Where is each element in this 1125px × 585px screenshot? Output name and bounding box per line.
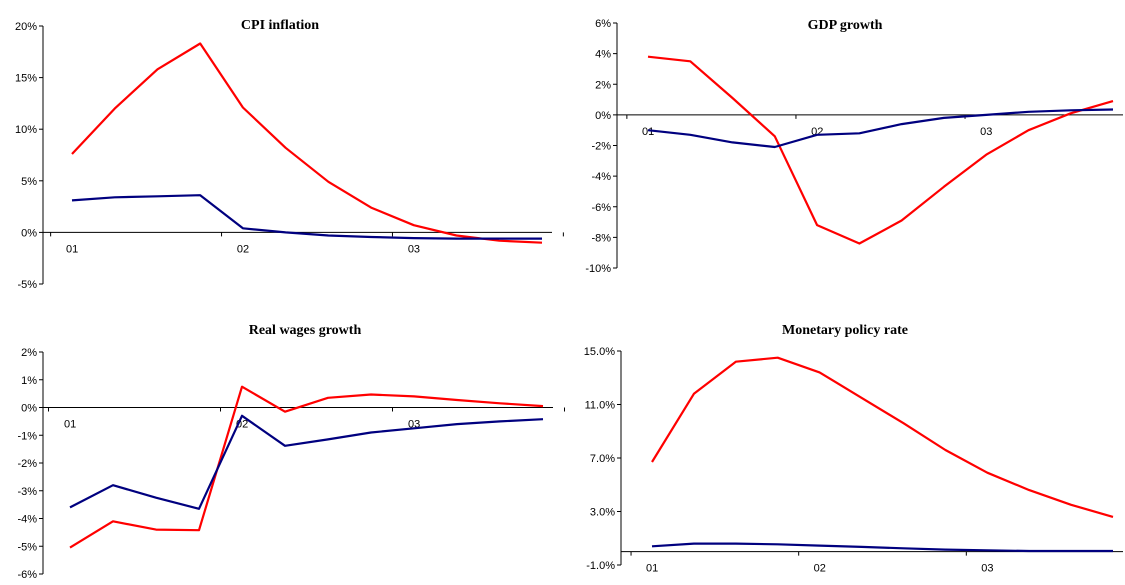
y-tick-label: 0% [21,227,37,239]
y-tick-label: -5% [17,279,37,291]
y-tick-label: 15.0% [584,346,615,358]
series-line-navy [69,414,544,510]
y-tick-label: 3.0% [590,507,615,519]
x-tick-label: 02 [237,243,249,255]
x-tick-label: 03 [981,563,993,575]
y-tick-label: 10% [15,124,37,136]
y-tick-label: -4% [17,514,37,526]
y-tick-label: 15% [15,73,37,85]
series-line-navy [647,108,1114,149]
series-line-navy [651,542,1113,553]
y-tick-label: -6% [17,569,37,580]
series-line-red [647,55,1114,245]
chart-title: Real wages growth [249,323,362,338]
series-line-red [651,356,1114,518]
chart-title: CPI inflation [241,18,319,33]
chart-panel-cpi-inflation: CPI inflation 20% 15% 10% 5% 0% -5% 01 02 03 [15,18,564,291]
x-tick-label: 01 [642,126,654,138]
y-tick-label: -1.0% [586,560,615,572]
chart-title: GDP growth [808,18,883,33]
y-tick-label: -2% [591,141,611,153]
y-tick-label: 20% [15,21,37,33]
x-tick-label: 02 [814,563,826,575]
x-tick-label: 01 [66,243,78,255]
series-line-red [69,385,544,549]
chart-panel-real-wages-growth: Real wages growth 2% 1% 0% -1% -2% -3% -4% -5% -… [17,323,565,581]
y-tick-label: 5% [21,176,37,188]
chart-panel-monetary-policy-rate: Monetary policy rate 15.0% 11.0% 7.0% 3.0% -… [584,323,1123,575]
series-line-red [71,42,543,244]
y-tick-label: 0% [595,110,611,122]
y-tick-label: 2% [21,347,37,359]
y-tick-label: -1% [17,430,37,442]
y-tick-label: 4% [595,49,611,61]
x-tick-label: 01 [646,563,658,575]
y-tick-label: -3% [17,486,37,498]
y-tick-label: 7.0% [590,453,615,465]
series-line-navy [71,194,542,240]
chart-title: Monetary policy rate [782,323,908,338]
y-tick-label: 1% [21,375,37,387]
y-tick-label: -6% [591,202,611,214]
y-tick-label: 2% [595,79,611,91]
x-tick-label: 01 [64,419,76,431]
y-tick-label: -8% [591,232,611,244]
y-tick-label: -10% [585,263,611,275]
x-tick-label: 03 [980,126,992,138]
chart-panel-gdp-growth: GDP growth 6%4%2%0%-2%-4%-6%-8%-10%01 02 0… [585,18,1123,275]
y-tick-label: -5% [17,541,37,553]
y-tick-label: 6% [595,18,611,30]
y-tick-label: -4% [591,171,611,183]
x-tick-label: 03 [408,243,420,255]
y-tick-label: 0% [21,403,37,415]
y-tick-label: -2% [17,458,37,470]
y-tick-label: 11.0% [585,400,616,412]
